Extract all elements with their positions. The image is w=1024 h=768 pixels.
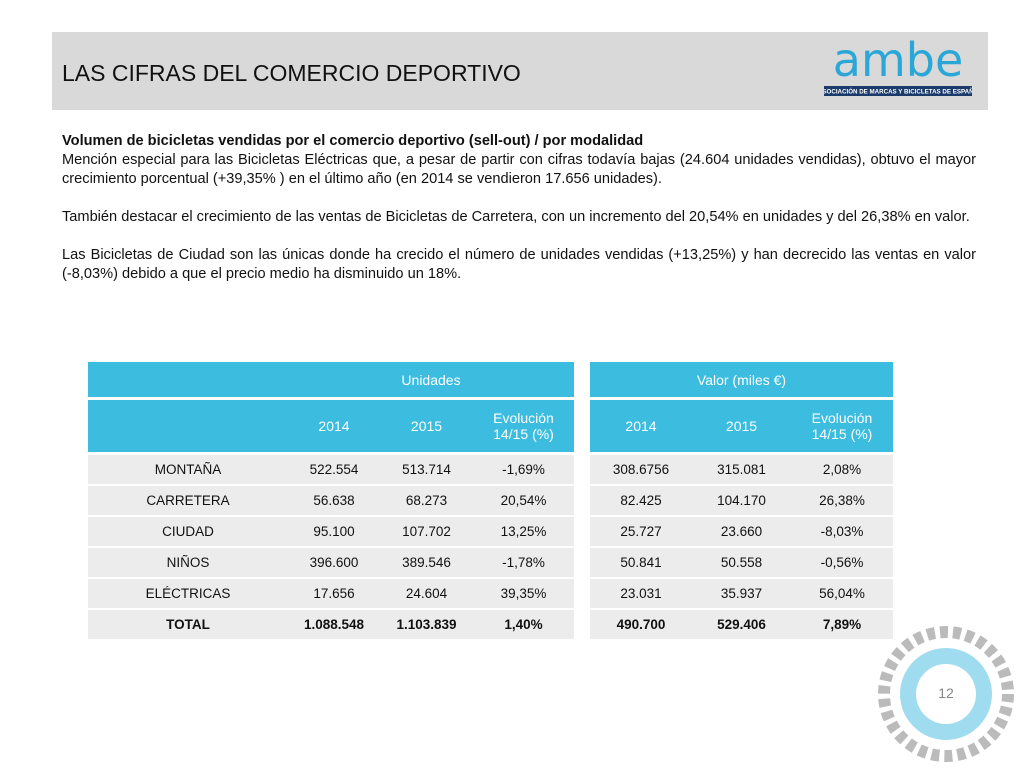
gear-hole <box>916 664 976 724</box>
row-label: TOTAL <box>88 610 288 639</box>
table-cell: 17.656 <box>288 579 380 608</box>
column-header: Evolución 14/15 (%) <box>791 400 893 452</box>
column-header: 2014 <box>590 400 692 452</box>
gear-decoration: 12 <box>878 626 1014 762</box>
table-cell: 13,25% <box>473 517 574 546</box>
table-cell: 35.937 <box>692 579 791 608</box>
table-cell: 513.714 <box>380 455 473 484</box>
table-cell: 50.558 <box>692 548 791 577</box>
table-cell: -1,69% <box>473 455 574 484</box>
table-cell: 56,04% <box>791 579 893 608</box>
paragraph: Las Bicicletas de Ciudad son las únicas … <box>62 247 976 282</box>
table-cell: 23.660 <box>692 517 791 546</box>
intro-heading: Volumen de bicicletas vendidas por el co… <box>62 133 644 149</box>
table-cell: 1.103.839 <box>380 610 473 639</box>
table-cell: 68.273 <box>380 486 473 515</box>
column-header: Evolución 14/15 (%) <box>473 400 574 452</box>
table-cell: -0,56% <box>791 548 893 577</box>
table-cell: 490.700 <box>590 610 692 639</box>
paragraph: También destacar el crecimiento de las v… <box>62 209 970 225</box>
table-cell: 95.100 <box>288 517 380 546</box>
table-cell: 26,38% <box>791 486 893 515</box>
header-cell <box>88 400 288 452</box>
logo: ambe ASOCIACIÓN DE MARCAS Y BICICLETAS D… <box>824 40 972 96</box>
table-cell: 107.702 <box>380 517 473 546</box>
table-cell: 104.170 <box>692 486 791 515</box>
table-cell: 315.081 <box>692 455 791 484</box>
table-cell: 522.554 <box>288 455 380 484</box>
row-label: MONTAÑA <box>88 455 288 484</box>
table-cell: 389.546 <box>380 548 473 577</box>
table-cell: 82.425 <box>590 486 692 515</box>
column-header: 2015 <box>380 400 473 452</box>
table-cell: 20,54% <box>473 486 574 515</box>
row-label: ELÉCTRICAS <box>88 579 288 608</box>
table-cell: 396.600 <box>288 548 380 577</box>
table-cell: 50.841 <box>590 548 692 577</box>
logo-tagline: ASOCIACIÓN DE MARCAS Y BICICLETAS DE ESP… <box>824 88 972 96</box>
row-label: NIÑOS <box>88 548 288 577</box>
row-label: CIUDAD <box>88 517 288 546</box>
table-cell: 39,35% <box>473 579 574 608</box>
header-cell <box>88 362 288 397</box>
slide-title: LAS CIFRAS DEL COMERCIO DEPORTIVO <box>62 60 521 86</box>
table-cell: 24.604 <box>380 579 473 608</box>
paragraph: Mención especial para las Bicicletas Elé… <box>62 152 976 187</box>
header-bar: LAS CIFRAS DEL COMERCIO DEPORTIVO ambe A… <box>52 32 988 110</box>
page-number: 12 <box>938 685 954 701</box>
column-header: 2014 <box>288 400 380 452</box>
row-label: CARRETERA <box>88 486 288 515</box>
table-cell: 23.031 <box>590 579 692 608</box>
group-title: Valor (miles €) <box>590 362 893 397</box>
chain <box>878 626 1014 762</box>
group-title: Unidades <box>288 362 574 397</box>
logo-band <box>824 86 972 96</box>
table-cell: 56.638 <box>288 486 380 515</box>
column-header: 2015 <box>692 400 791 452</box>
table-cell: -8,03% <box>791 517 893 546</box>
table-cell: 529.406 <box>692 610 791 639</box>
table-cell: 25.727 <box>590 517 692 546</box>
table-cell: 2,08% <box>791 455 893 484</box>
table-cell: 7,89% <box>791 610 893 639</box>
table-cell: 1,40% <box>473 610 574 639</box>
logo-name: ambe <box>833 40 964 87</box>
table-cell: -1,78% <box>473 548 574 577</box>
table-cell: 308.6756 <box>590 455 692 484</box>
table-cell: 1.088.548 <box>288 610 380 639</box>
intro: Volumen de bicicletas vendidas por el co… <box>62 132 976 303</box>
